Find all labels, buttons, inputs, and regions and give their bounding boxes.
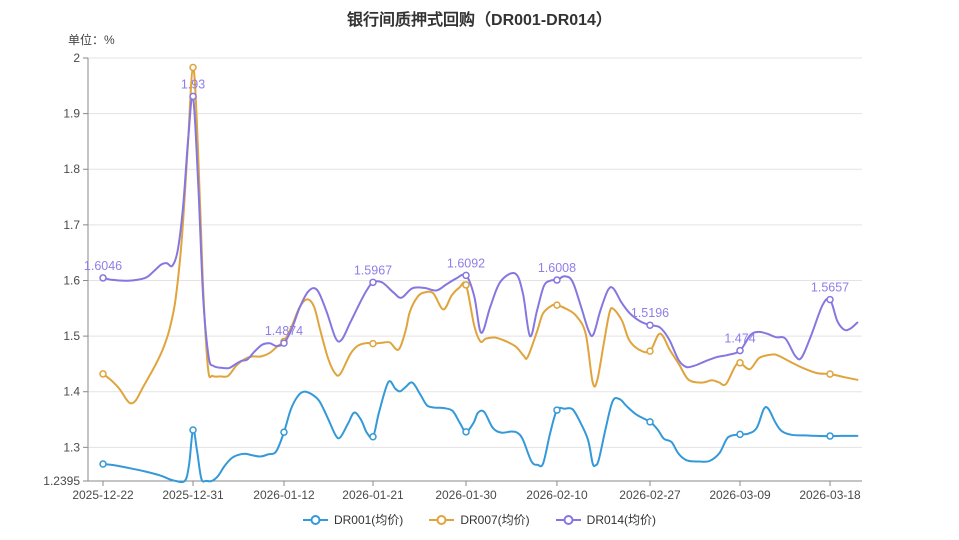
series-marker-dr014: [189, 92, 197, 101]
legend-item-dr014[interactable]: DR014(均价): [555, 511, 657, 528]
x-axis-label: 2025-12-31: [162, 488, 224, 502]
legend-item-dr001[interactable]: DR001(均价): [302, 511, 404, 528]
series-line-dr001: [102, 380, 859, 483]
x-axis-label: 2026-03-18: [799, 488, 861, 502]
series-marker-dr014: [369, 278, 377, 287]
series-marker-dr007: [553, 301, 561, 309]
point-label-dr014: 1.4874: [265, 324, 303, 338]
y-axis-label: 1.3: [63, 440, 80, 454]
series-marker-dr014: [826, 295, 834, 304]
series-marker-dr014: [99, 274, 107, 282]
series-marker-dr001: [646, 418, 654, 426]
series-marker-dr007: [462, 281, 470, 289]
y-axis-label: 1.9: [63, 107, 80, 121]
y-axis-label: 1.6: [63, 273, 80, 287]
y-axis-label: 1.8: [63, 162, 80, 176]
series-line-dr007: [102, 66, 859, 405]
y-axis-label: 1.7: [63, 218, 80, 232]
series-marker-dr007: [826, 370, 834, 378]
x-axis-label: 2026-03-09: [709, 488, 771, 502]
series-marker-dr001: [369, 433, 377, 441]
legend-line-circle-icon: [555, 514, 581, 525]
point-label-dr014: 1.5657: [811, 281, 849, 295]
chart-title: 银行间质押式回购（DR001-DR014）: [347, 12, 612, 29]
x-axis-label: 2026-01-21: [342, 488, 404, 502]
series-marker-dr007: [646, 347, 654, 355]
point-label-dr014: 1.6092: [447, 256, 485, 270]
y-axis-label: 2: [73, 51, 80, 65]
series-marker-dr001: [280, 428, 288, 436]
series-marker-dr001: [736, 430, 744, 439]
series-marker-dr014: [280, 339, 288, 347]
x-axis-label: 2026-02-10: [526, 488, 588, 502]
legend-item-dr007[interactable]: DR007(均价): [429, 511, 530, 528]
y-axis-label: 1.5: [63, 329, 80, 343]
chart-legend: DR001(均价) DR007(均价) DR014(均价): [0, 511, 959, 528]
legend-line-circle-icon: [429, 514, 455, 525]
x-axis-label: 2026-01-30: [435, 488, 497, 502]
series-marker-dr014: [646, 321, 654, 329]
series-marker-dr014: [553, 276, 561, 284]
legend-line-circle-icon: [302, 514, 328, 525]
series-marker-dr014: [462, 271, 470, 280]
legend-label: DR014(均价): [586, 513, 657, 527]
point-label-dr014: 1.5196: [631, 306, 669, 320]
series-marker-dr001: [189, 426, 197, 434]
x-axis-label: 2026-02-27: [619, 488, 681, 502]
point-label-dr014: 1.5967: [354, 263, 392, 277]
point-label-dr014: 1.93: [181, 77, 205, 91]
x-axis-label: 2025-12-22: [72, 488, 134, 502]
y-axis-label: 1.2395: [43, 474, 80, 488]
unit-label: 单位：%: [68, 33, 115, 47]
point-label-dr014: 1.6046: [84, 259, 122, 273]
series-marker-dr007: [736, 359, 744, 367]
legend-label: DR001(均价): [333, 513, 404, 527]
series-marker-dr001: [826, 432, 834, 440]
series-marker-dr007: [369, 339, 377, 348]
point-label-dr014: 1.6008: [538, 261, 576, 275]
x-axis-label: 2026-01-12: [253, 488, 315, 502]
series-marker-dr007: [99, 370, 107, 378]
point-label-dr014: 1.474: [724, 332, 755, 346]
series-marker-dr001: [99, 460, 107, 468]
legend-label: DR007(均价): [460, 513, 530, 527]
series-marker-dr007: [189, 63, 197, 72]
y-axis-label: 1.4: [63, 385, 80, 399]
series-line-dr014: [102, 94, 859, 370]
series-marker-dr014: [736, 346, 744, 355]
series-marker-dr001: [462, 428, 470, 436]
series-marker-dr001: [553, 406, 561, 414]
